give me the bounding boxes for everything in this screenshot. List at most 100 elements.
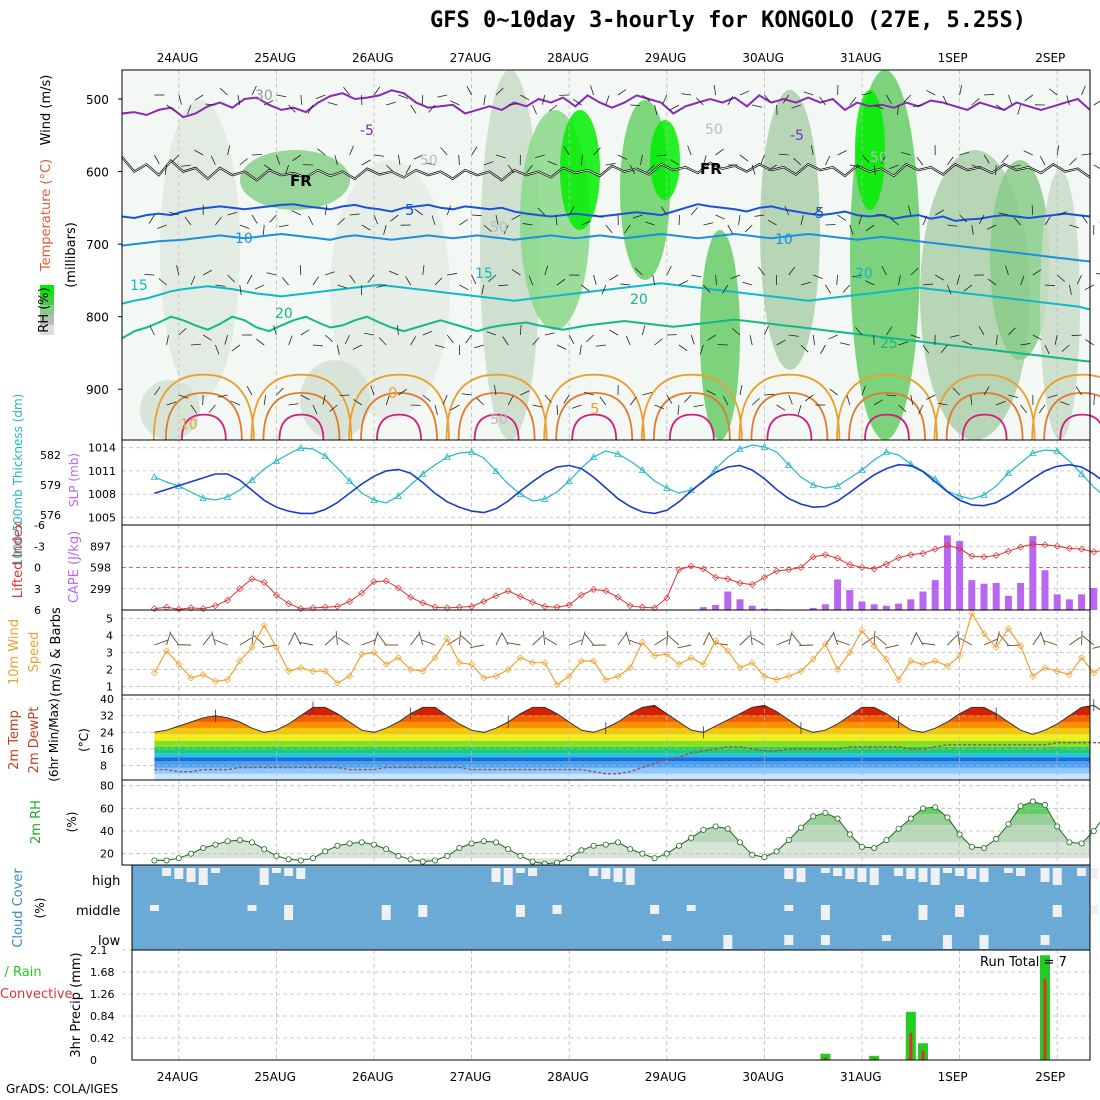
isotherm-line [348, 373, 450, 441]
bottom-date-label: 2SEP [1035, 1070, 1065, 1084]
rh-point [480, 838, 487, 845]
cloud-gap [857, 868, 867, 882]
wind-barb [767, 219, 777, 226]
wind-barb [825, 155, 831, 166]
wind-barb [450, 100, 460, 106]
lifted-index-point [346, 598, 354, 605]
thickness-point [199, 494, 207, 501]
wind-barb [793, 158, 802, 166]
isotherm-line [864, 413, 910, 441]
wind-barb [190, 275, 196, 286]
rh-point [334, 842, 341, 849]
wind-speed-point [260, 621, 268, 629]
temperature-band [154, 757, 1090, 762]
contour-label: 10 [775, 232, 793, 248]
lifted-index-point [712, 573, 720, 581]
temp-axis-label: 2m Temp [7, 710, 22, 770]
wind-speed-point [614, 672, 622, 680]
wind-barb [253, 635, 265, 646]
wind-barb [858, 214, 863, 225]
wind-barb [285, 164, 289, 175]
y-tick-label: 4 [106, 630, 113, 643]
wind-barb [842, 284, 851, 293]
cape-bar [931, 580, 939, 610]
y-tick-label: 582 [40, 449, 61, 462]
temperature-band [154, 773, 1090, 780]
bottom-date-label: 27AUG [450, 1070, 492, 1084]
wind-speed-point [638, 638, 646, 646]
cape-bar [858, 601, 866, 610]
wind-speed-point [346, 672, 354, 680]
lifted-index-point [590, 585, 598, 593]
wind-barb [281, 277, 289, 286]
wind-barb [373, 154, 384, 157]
wind-barb [544, 637, 558, 646]
thickness-point [809, 481, 817, 488]
wind-barb [349, 145, 354, 156]
wind-barb [398, 154, 401, 165]
contour-label: 50 [490, 412, 508, 428]
wind-barb [749, 335, 753, 346]
wind-speed-point [602, 676, 610, 684]
cloud-gap [210, 868, 220, 873]
wind-barb [890, 218, 899, 226]
wind-barb [532, 404, 543, 408]
isotherm-line [738, 373, 841, 441]
rh-point [212, 841, 219, 848]
wind-barb [788, 394, 793, 405]
rh-point [273, 852, 280, 859]
wind-barb [239, 284, 242, 295]
lifted-index-point [651, 604, 659, 612]
lifted-index-point [224, 596, 232, 604]
wind-barb [398, 94, 408, 99]
wind-barb [386, 101, 396, 106]
wind-barb [922, 283, 933, 286]
contour-label: 25 [880, 336, 898, 352]
rh-point [810, 813, 817, 820]
thickness-point [882, 448, 891, 455]
wind-speed-point [651, 652, 659, 660]
lifted-index-point [480, 598, 488, 605]
wind-barb [852, 274, 863, 278]
wind-barb [690, 334, 695, 345]
wind-barb [1093, 164, 1100, 170]
top-date-label: 24AUG [157, 51, 199, 65]
wind-barb [738, 214, 741, 225]
wind-barb [446, 334, 454, 344]
wind-barb [422, 394, 431, 402]
contour-label: -5 [360, 123, 374, 139]
wind-speed-point [224, 676, 232, 684]
cloud-gap [381, 905, 391, 920]
wind-barb [620, 283, 631, 286]
cloud-gap [1052, 868, 1062, 885]
wind-barb [421, 94, 424, 106]
cloud-gap [894, 868, 904, 876]
wind-barb [1059, 401, 1070, 406]
isotherm-line [376, 413, 422, 441]
contour-label: 20 [630, 292, 648, 308]
wind-speed-point [943, 662, 951, 670]
isotherm-line [121, 232, 1091, 263]
thickness-point [223, 493, 232, 500]
contour-label: 5 [590, 400, 600, 418]
lifted-index-point [663, 594, 671, 602]
wind-barb [563, 394, 570, 404]
wind-barb [476, 397, 485, 406]
wind-barb [898, 404, 907, 412]
rh-point [981, 845, 988, 852]
wind-barb [739, 634, 751, 646]
wind-barb [1024, 94, 1034, 102]
rh-fill [154, 785, 1090, 864]
wind-barb [1044, 344, 1050, 355]
slp-line [154, 463, 1100, 515]
wind-speed-point [773, 676, 781, 684]
wind-barb [405, 276, 411, 286]
wind-barb [861, 154, 870, 163]
y-tick-label: 16 [100, 743, 114, 756]
precip-convective-bar [823, 1057, 827, 1060]
wind-barb [886, 394, 897, 397]
wind-barb [231, 344, 241, 352]
lifted-index-point [333, 602, 341, 610]
y-tick-label: 1.68 [90, 966, 115, 979]
wind-barb [572, 98, 582, 106]
